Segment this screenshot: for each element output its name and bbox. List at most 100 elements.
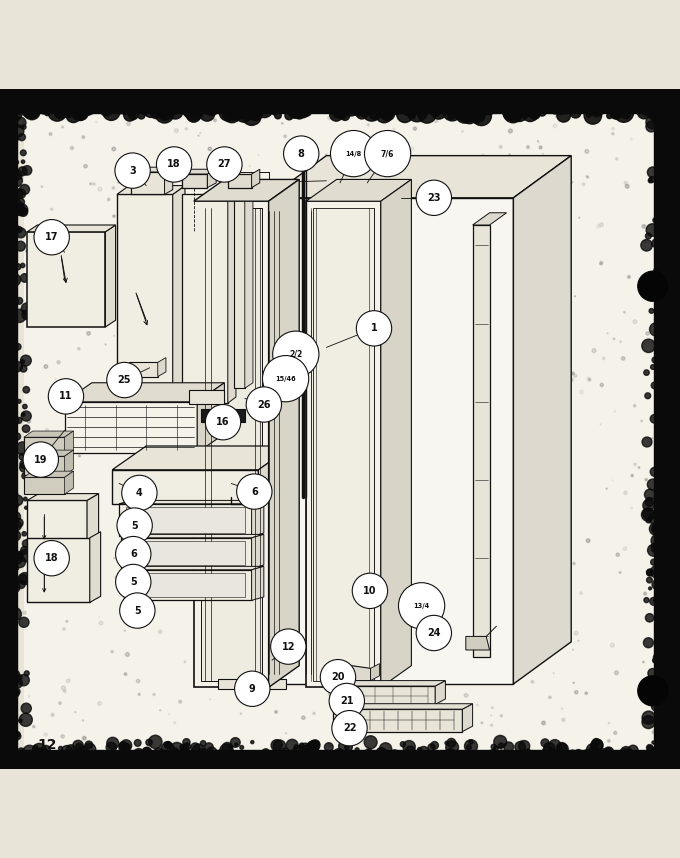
Circle shape	[546, 502, 548, 504]
Circle shape	[240, 92, 254, 106]
Circle shape	[146, 246, 149, 250]
Circle shape	[630, 138, 632, 140]
Circle shape	[597, 225, 600, 227]
Polygon shape	[131, 573, 245, 597]
Circle shape	[585, 149, 589, 154]
Circle shape	[400, 98, 411, 109]
Polygon shape	[129, 362, 158, 377]
Circle shape	[512, 763, 523, 773]
Circle shape	[10, 88, 16, 94]
Circle shape	[667, 700, 675, 708]
Circle shape	[670, 322, 675, 326]
Polygon shape	[252, 566, 264, 601]
Polygon shape	[65, 450, 73, 475]
Circle shape	[368, 668, 369, 669]
Circle shape	[17, 92, 21, 96]
Circle shape	[653, 599, 657, 602]
Circle shape	[408, 499, 409, 501]
Circle shape	[22, 125, 26, 130]
Circle shape	[97, 751, 109, 764]
Circle shape	[239, 202, 241, 205]
Polygon shape	[228, 188, 236, 403]
Circle shape	[61, 746, 73, 757]
Circle shape	[450, 207, 452, 208]
Circle shape	[398, 104, 404, 109]
Circle shape	[209, 747, 210, 749]
Circle shape	[77, 112, 82, 118]
Circle shape	[82, 720, 84, 721]
Circle shape	[137, 100, 148, 112]
Circle shape	[524, 764, 532, 771]
Circle shape	[364, 130, 411, 177]
Circle shape	[664, 106, 673, 115]
Circle shape	[541, 85, 560, 103]
Circle shape	[297, 560, 300, 563]
Polygon shape	[112, 470, 258, 504]
Circle shape	[371, 650, 374, 652]
Circle shape	[662, 103, 666, 107]
Circle shape	[651, 524, 661, 534]
Circle shape	[2, 147, 12, 157]
Circle shape	[238, 411, 239, 412]
Circle shape	[604, 747, 613, 757]
Circle shape	[286, 645, 288, 647]
Circle shape	[282, 80, 301, 100]
Circle shape	[392, 369, 394, 371]
Circle shape	[10, 171, 18, 178]
Circle shape	[171, 263, 175, 266]
Circle shape	[452, 94, 462, 105]
Polygon shape	[258, 446, 292, 504]
Circle shape	[21, 704, 31, 713]
Circle shape	[304, 109, 311, 116]
Circle shape	[449, 221, 452, 223]
Circle shape	[306, 741, 319, 754]
Circle shape	[14, 556, 26, 568]
Circle shape	[670, 390, 677, 396]
Circle shape	[440, 703, 442, 704]
Circle shape	[0, 146, 7, 155]
Circle shape	[462, 658, 464, 660]
Circle shape	[240, 234, 243, 237]
Circle shape	[235, 671, 270, 706]
Circle shape	[216, 222, 217, 223]
Circle shape	[228, 557, 230, 558]
Circle shape	[279, 87, 298, 106]
Circle shape	[14, 204, 25, 215]
Circle shape	[458, 670, 462, 674]
Circle shape	[539, 146, 542, 149]
Circle shape	[1, 166, 8, 173]
Circle shape	[512, 752, 517, 758]
Circle shape	[49, 97, 60, 107]
Circle shape	[332, 710, 367, 746]
Text: 21: 21	[340, 696, 354, 706]
Circle shape	[547, 343, 550, 347]
Circle shape	[412, 100, 420, 109]
Circle shape	[0, 156, 10, 166]
Circle shape	[651, 702, 661, 711]
Circle shape	[481, 722, 483, 724]
Polygon shape	[128, 541, 245, 565]
Circle shape	[279, 184, 282, 188]
Circle shape	[183, 520, 186, 523]
Circle shape	[199, 90, 211, 102]
Circle shape	[20, 366, 27, 372]
Circle shape	[598, 97, 613, 111]
Circle shape	[587, 744, 598, 755]
Circle shape	[167, 395, 168, 396]
Circle shape	[624, 491, 627, 494]
Circle shape	[398, 361, 402, 365]
Circle shape	[3, 753, 12, 762]
Circle shape	[636, 109, 641, 114]
Circle shape	[554, 351, 557, 353]
Circle shape	[16, 189, 26, 198]
Circle shape	[187, 108, 201, 122]
Circle shape	[474, 762, 487, 775]
Circle shape	[22, 758, 27, 764]
Circle shape	[214, 88, 228, 103]
Circle shape	[537, 188, 539, 190]
Circle shape	[228, 755, 235, 762]
Circle shape	[3, 474, 7, 479]
Circle shape	[668, 234, 677, 242]
Circle shape	[563, 623, 564, 624]
Circle shape	[27, 763, 31, 766]
